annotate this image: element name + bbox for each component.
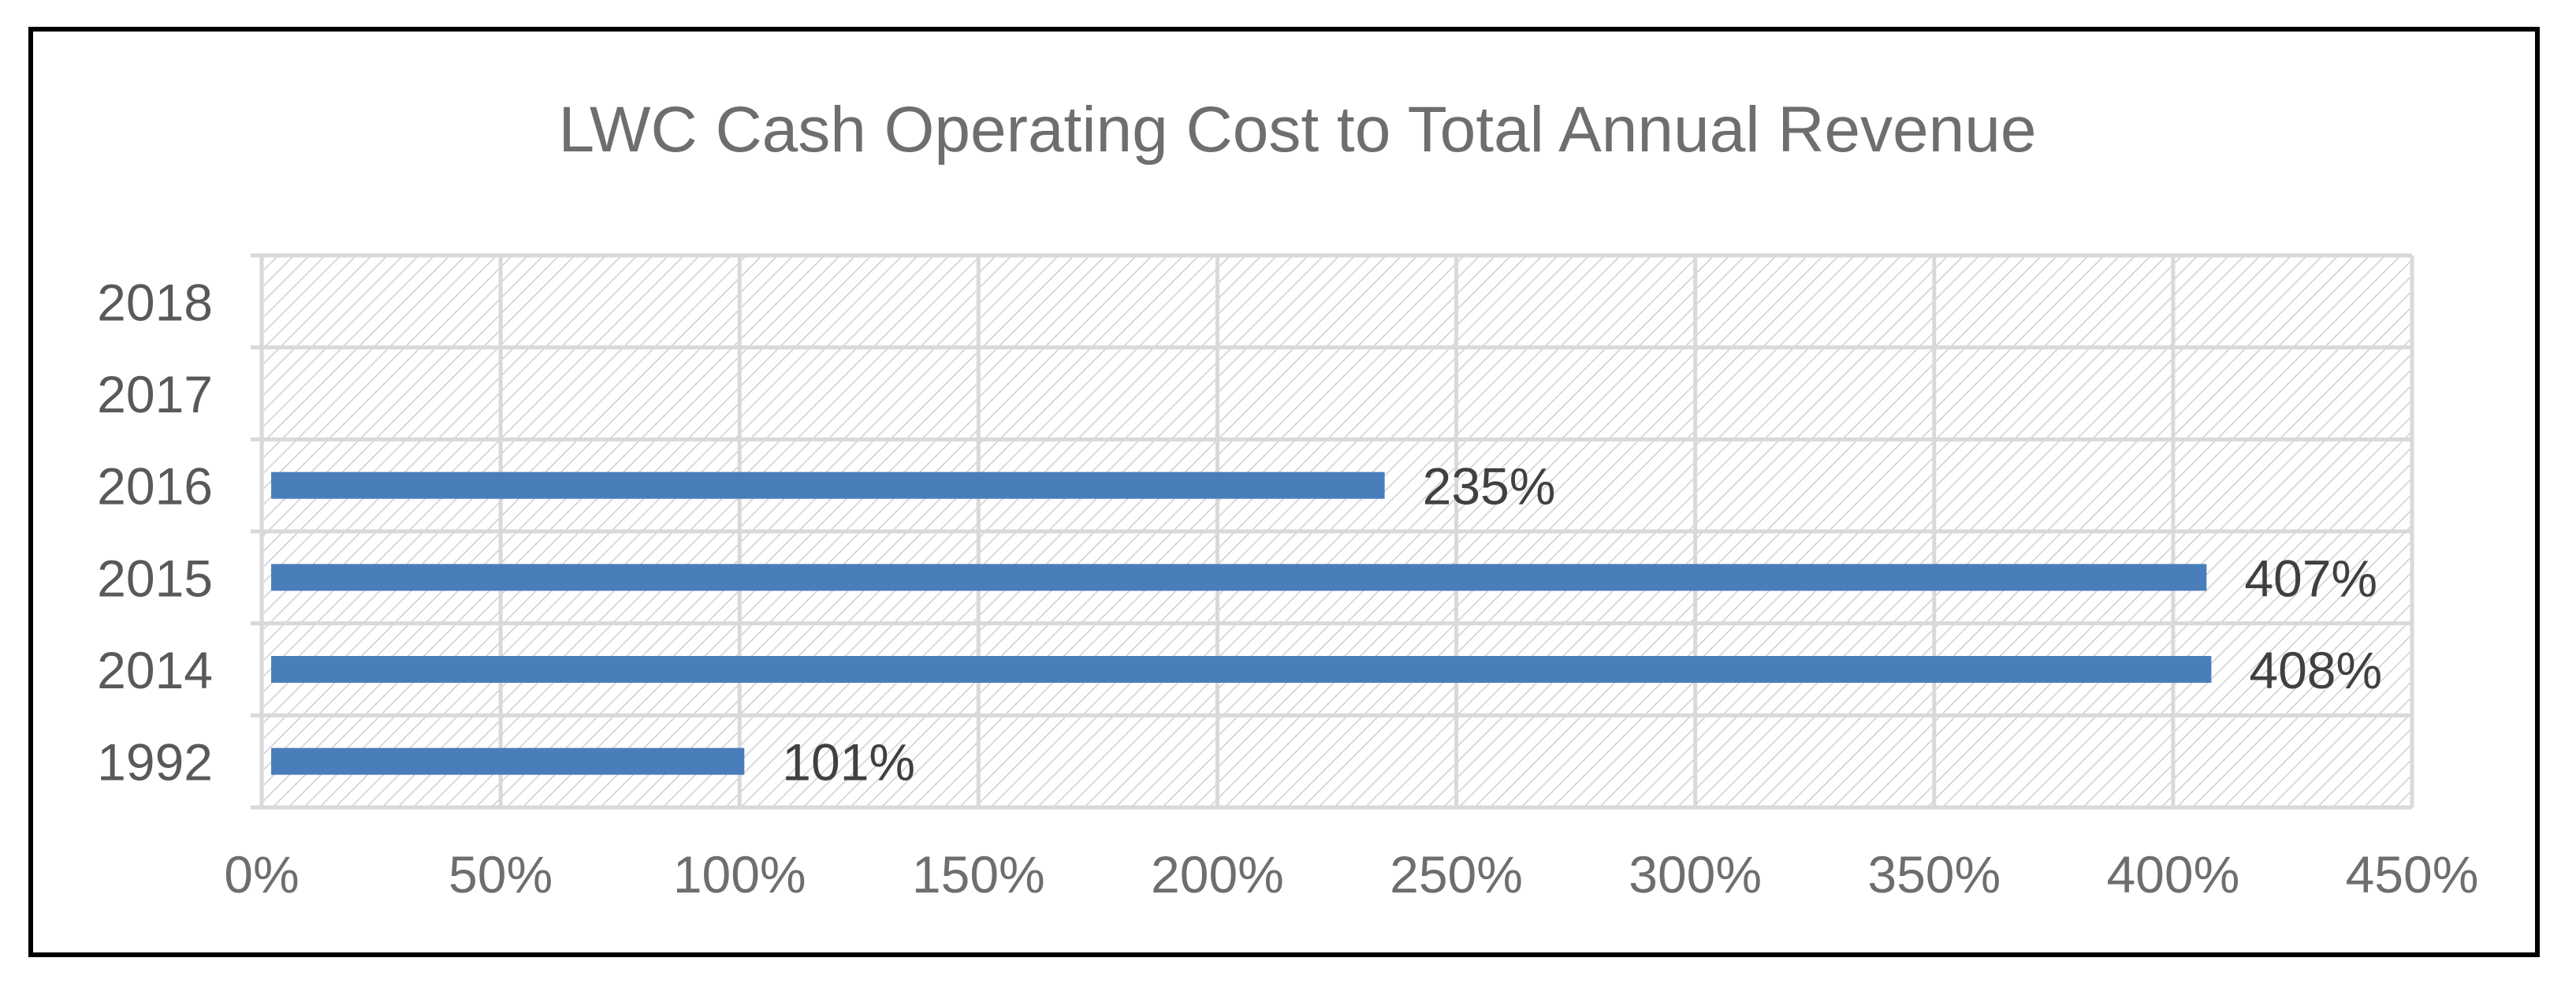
chart-title: LWC Cash Operating Cost to Total Annual … bbox=[559, 94, 2037, 166]
x-tick-label: 50% bbox=[449, 845, 553, 904]
bar-1992 bbox=[271, 747, 745, 775]
data-label-2014: 408% bbox=[2249, 641, 2382, 699]
bar-2015 bbox=[271, 564, 2207, 591]
label-layer: 101% 408% 407% 235% bbox=[782, 457, 2382, 792]
x-tick-label: 250% bbox=[1390, 845, 1523, 904]
y-axis-ticks: 1992 2014 2015 2016 2017 2018 bbox=[97, 273, 213, 791]
x-tick-label: 300% bbox=[1629, 845, 1762, 904]
y-tick-label-2015: 2015 bbox=[97, 549, 213, 607]
bar-layer bbox=[271, 471, 2212, 775]
chart-frame: LWC Cash Operating Cost to Total Annual … bbox=[28, 27, 2540, 957]
grid-layer bbox=[251, 253, 2414, 810]
x-tick-label: 200% bbox=[1151, 845, 1284, 904]
chart-svg: LWC Cash Operating Cost to Total Annual … bbox=[97, 94, 2478, 904]
x-tick-label: 400% bbox=[2106, 845, 2239, 904]
x-tick-label: 0% bbox=[224, 845, 299, 904]
bar-2014 bbox=[271, 656, 2212, 683]
data-label-2015: 407% bbox=[2244, 549, 2377, 607]
data-label-2016: 235% bbox=[1423, 457, 1556, 516]
y-tick-label-2014: 2014 bbox=[97, 641, 213, 699]
x-axis-ticks: 0% 50% 100% 150% 200% 250% 300% 350% 400% 450% bbox=[224, 845, 2478, 904]
x-tick-label: 450% bbox=[2346, 845, 2479, 904]
bar-2016 bbox=[271, 471, 1385, 499]
y-tick-label-2017: 2017 bbox=[97, 365, 213, 423]
x-tick-label: 100% bbox=[673, 845, 806, 904]
x-tick-label: 150% bbox=[912, 845, 1045, 904]
y-tick-label-2016: 2016 bbox=[97, 457, 213, 516]
x-tick-label: 350% bbox=[1867, 845, 2001, 904]
data-label-1992: 101% bbox=[782, 733, 915, 792]
y-tick-label-1992: 1992 bbox=[97, 733, 213, 792]
y-tick-label-2018: 2018 bbox=[97, 273, 213, 331]
